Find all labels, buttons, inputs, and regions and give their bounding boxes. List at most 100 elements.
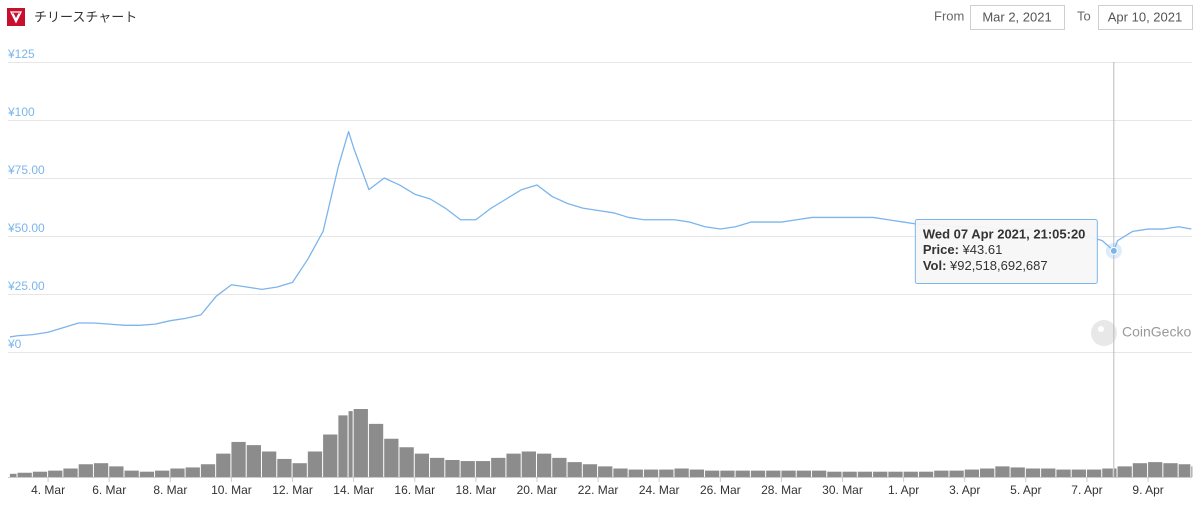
volume-bar: [475, 461, 491, 477]
volume-bar: [32, 471, 48, 477]
volume-bar: [995, 466, 1010, 477]
y-tick-label: ¥125: [7, 47, 35, 61]
to-input[interactable]: [1098, 5, 1193, 30]
x-tick-label: 18. Mar: [456, 483, 497, 497]
from-value[interactable]: Mar 2, 2021: [982, 9, 1051, 24]
tooltip-row: Vol: ¥92,518,692,687: [923, 258, 1048, 273]
tooltip-value: ¥43.61: [962, 242, 1003, 257]
x-tick-label: 16. Mar: [394, 483, 435, 497]
chart-title: チリースチャート: [34, 9, 137, 24]
volume-bar: [506, 453, 521, 477]
volume-bar: [1056, 469, 1071, 477]
volume-bar: [9, 473, 17, 477]
volume-bar: [1086, 469, 1102, 477]
volume-bar: [766, 470, 781, 477]
volume-bar: [17, 472, 32, 477]
y-tick-label: ¥25.00: [7, 279, 45, 293]
x-tick-label: 26. Mar: [700, 483, 741, 497]
volume-bar: [353, 409, 368, 477]
volume-bar: [1071, 469, 1086, 477]
volume-bar: [348, 411, 353, 477]
volume-bar: [1178, 464, 1191, 477]
volume-bar: [338, 415, 348, 477]
volume-bar: [1163, 463, 1178, 477]
volume-bar: [781, 470, 796, 477]
volume-bar: [323, 434, 338, 477]
volume-bar: [1041, 468, 1056, 477]
volume-bar: [689, 469, 705, 477]
watermark-logo: [1091, 320, 1117, 346]
volume-bar: [536, 453, 552, 477]
x-tick-label: 24. Mar: [639, 483, 680, 497]
volume-bar: [552, 457, 567, 477]
tooltip-key: Price:: [923, 242, 959, 257]
x-tick-label: 1. Apr: [888, 483, 919, 497]
volume-bar: [735, 470, 750, 477]
volume-bar: [155, 470, 170, 477]
logo-icon: [9, 11, 23, 24]
y-tick-label: ¥50.00: [7, 221, 45, 235]
volume-bar: [643, 469, 659, 477]
x-tick-label: 28. Mar: [761, 483, 802, 497]
grid: ¥0 ¥25.00 ¥50.00 ¥75.00 ¥100 ¥125 4. Mar 6. Mar…: [7, 47, 1192, 497]
y-tick-label: ¥75.00: [7, 163, 45, 177]
volume-bar: [1132, 463, 1148, 477]
volume-bar: [399, 447, 414, 477]
volume-bar: [521, 451, 536, 477]
volume-bar: [277, 458, 292, 477]
y-tick-label: ¥0: [7, 337, 22, 351]
volume-bar: [674, 468, 689, 477]
volume-bar: [720, 470, 735, 477]
volume-bar: [811, 470, 827, 477]
tooltip-row: Price: ¥43.61: [923, 242, 1003, 257]
x-tick-label: 5. Apr: [1010, 483, 1041, 497]
volume-bar: [1010, 467, 1025, 477]
volume-bar: [659, 469, 674, 477]
volume-bar: [48, 470, 63, 477]
tooltip-box: [914, 219, 1098, 284]
volume-bar: [491, 457, 506, 477]
volume-bar: [934, 470, 949, 477]
volume-bar: [964, 469, 980, 477]
from-label: From: [934, 8, 964, 23]
volume-bar: [1117, 466, 1132, 477]
volume-bar: [628, 469, 643, 477]
volume-bar: [200, 464, 216, 477]
volume-bar: [888, 471, 903, 477]
volume-bar: [414, 453, 430, 477]
volume-bar: [903, 471, 918, 477]
watermark-eye: [1098, 326, 1104, 332]
volume-bar: [384, 438, 399, 477]
x-tick-label: 22. Mar: [578, 483, 619, 497]
to-value[interactable]: Apr 10, 2021: [1108, 9, 1182, 24]
watermark: CoinGecko: [1122, 324, 1191, 340]
volume-bar: [109, 466, 124, 477]
volume-bar: [796, 470, 811, 477]
volume-bar: [368, 423, 384, 477]
volume-bar: [93, 463, 109, 477]
from-input[interactable]: [970, 5, 1065, 30]
volume-bar: [827, 471, 842, 477]
x-tick-label: 6. Mar: [92, 483, 126, 497]
tooltip-value: ¥92,518,692,687: [949, 258, 1048, 273]
volume-bar: [292, 463, 307, 477]
volume-bar: [246, 445, 261, 477]
x-tick-label: 7. Apr: [1071, 483, 1102, 497]
volume-bar: [430, 457, 445, 477]
volume-bar: [78, 464, 93, 477]
volume-bar: [261, 451, 277, 477]
x-tick-label: 14. Mar: [333, 483, 374, 497]
x-tick-label: 30. Mar: [822, 483, 863, 497]
volume-bar: [1113, 468, 1117, 477]
volume-bar: [307, 451, 323, 477]
x-tick-label: 3. Apr: [949, 483, 980, 497]
volume-bar: [231, 441, 246, 477]
volume-bar: [1102, 468, 1113, 477]
volume-bar: [582, 464, 598, 477]
volume-bar: [460, 461, 475, 477]
volume-bar: [949, 470, 964, 477]
volume-bar: [598, 466, 613, 477]
